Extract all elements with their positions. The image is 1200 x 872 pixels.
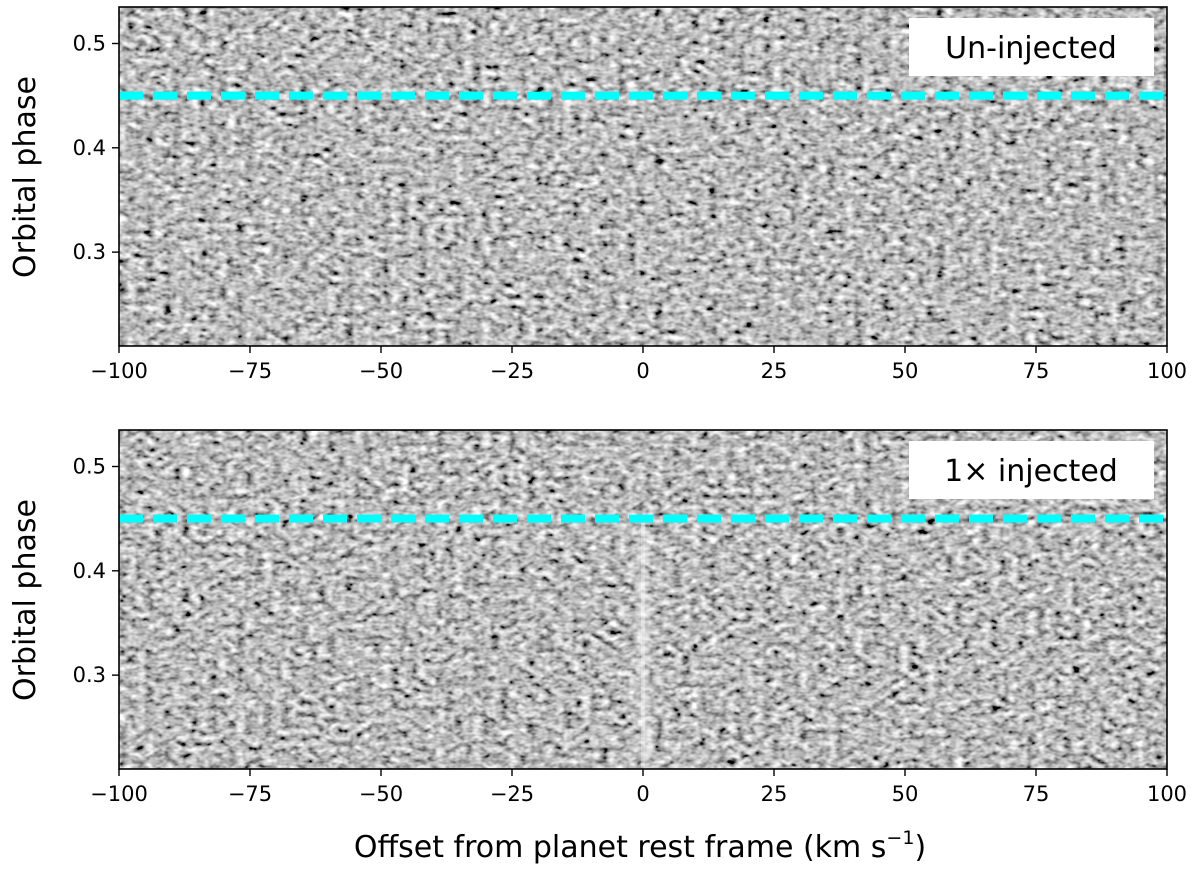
panel-label: 1× injected <box>944 454 1118 489</box>
x-tick-label: 50 <box>892 782 919 806</box>
heatmap-marks <box>119 514 1167 769</box>
y-tick-label: 0.4 <box>73 136 106 160</box>
panel-label-box: 1× injected <box>909 441 1154 499</box>
panel-uninjected: −100 −75 −50 −25 0 25 50 75 100 0.3 0.4 0.5 Orbita… <box>8 6 1187 383</box>
x-tick-label: 100 <box>1147 782 1187 806</box>
x-tick-label: −75 <box>228 782 272 806</box>
x-tick-label: −50 <box>359 782 403 806</box>
y-tick-label: 0.5 <box>73 32 106 56</box>
x-tick-label: −50 <box>359 359 403 383</box>
y-axis-label: Orbital phase <box>8 499 43 701</box>
x-tick-label: 25 <box>761 359 788 383</box>
x-tick-label: 0 <box>636 359 649 383</box>
x-tick-label: 25 <box>761 782 788 806</box>
y-axis-label: Orbital phase <box>8 76 43 278</box>
x-axis: −100 −75 −50 −25 0 25 50 75 100 <box>90 769 1187 806</box>
x-tick-label: 75 <box>1023 782 1050 806</box>
y-tick-label: 0.4 <box>73 559 106 583</box>
y-tick-label: 0.3 <box>73 663 106 687</box>
x-tick-label: 75 <box>1023 359 1050 383</box>
panel-injected: −100 −75 −50 −25 0 25 50 75 100 0.3 0.4 0.5 Orbita… <box>8 429 1187 806</box>
y-axis: 0.3 0.4 0.5 <box>73 32 119 264</box>
signal-trail-core <box>641 518 645 769</box>
x-tick-label: −25 <box>490 359 534 383</box>
x-tick-label: 100 <box>1147 359 1187 383</box>
y-tick-label: 0.5 <box>73 455 106 479</box>
x-tick-label: −25 <box>490 782 534 806</box>
panel-label: Un-injected <box>945 31 1117 66</box>
x-tick-label: −100 <box>90 782 148 806</box>
signal-trail <box>637 518 649 769</box>
x-tick-label: −100 <box>90 359 148 383</box>
x-tick-label: 50 <box>892 359 919 383</box>
x-tick-label: −75 <box>228 359 272 383</box>
panel-label-box: Un-injected <box>909 18 1154 76</box>
x-axis-label: Offset from planet rest frame (km s−1) <box>354 827 926 865</box>
x-tick-label: 0 <box>636 782 649 806</box>
x-axis: −100 −75 −50 −25 0 25 50 75 100 <box>90 346 1187 383</box>
y-axis: 0.3 0.4 0.5 <box>73 455 119 687</box>
y-tick-label: 0.3 <box>73 240 106 264</box>
